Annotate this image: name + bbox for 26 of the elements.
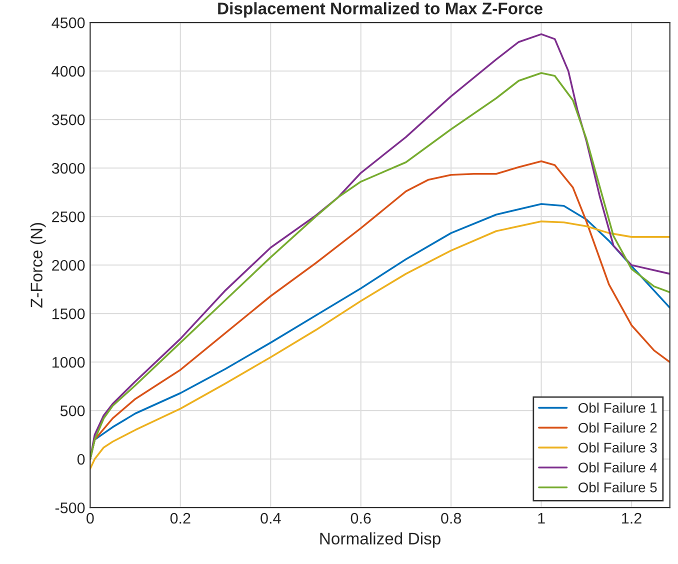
x-tick-label: 0.2	[170, 512, 190, 524]
y-tick-label: 1500	[52, 308, 85, 320]
y-tick-label: 4500	[52, 17, 85, 28]
x-tick-label: 0.6	[350, 512, 371, 524]
legend-label: Obl Failure 2	[578, 422, 657, 433]
legend-label: Obl Failure 4	[578, 462, 657, 472]
x-tick-label: 0	[86, 512, 94, 524]
x-axis-title: Normalized Disp	[320, 532, 440, 548]
y-tick-label: 3500	[52, 114, 85, 126]
y-tick-label: 1000	[52, 356, 85, 368]
y-tick-label: 0	[77, 454, 85, 465]
legend-label: Obl Failure 5	[578, 482, 657, 492]
x-tick-label: 0.8	[441, 512, 462, 524]
legend-label: Obl Failure 1	[578, 402, 657, 413]
x-tick-label: 1.2	[622, 512, 642, 524]
y-tick-label: 2500	[52, 211, 85, 222]
chart-title: Displacement Normalized to Max Z-Force	[218, 2, 542, 18]
y-tick-label: 2000	[52, 260, 85, 271]
y-tick-label: 3000	[52, 162, 85, 174]
x-tick-label: 0.4	[260, 512, 281, 524]
y-tick-label: 500	[60, 405, 85, 416]
x-tick-label: 1	[538, 513, 545, 524]
legend-label: Obl Failure 3	[578, 442, 657, 453]
y-tick-label: 4000	[52, 66, 85, 77]
y-axis-title: Z-Force (N)	[30, 223, 46, 308]
y-tick-label: -500	[55, 502, 85, 514]
